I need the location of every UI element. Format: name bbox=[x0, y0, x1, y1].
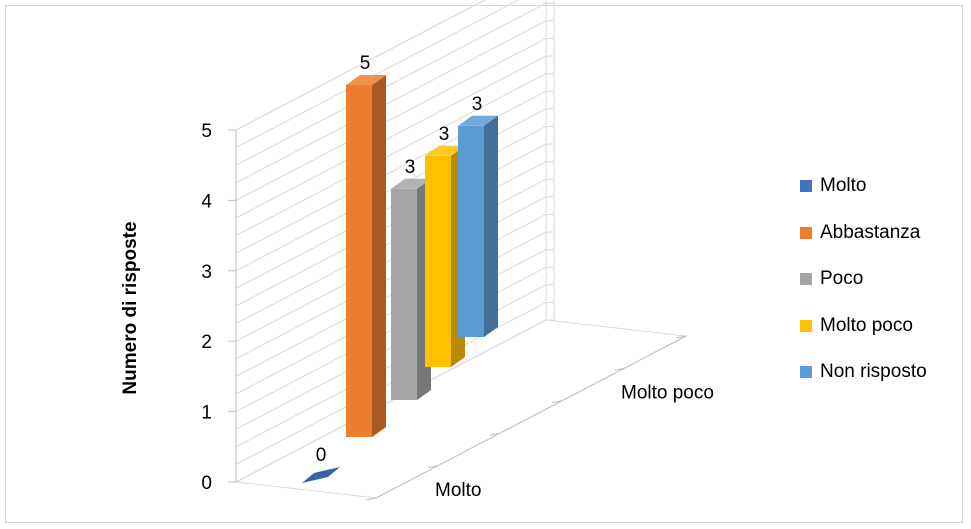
bar-molto bbox=[302, 467, 340, 483]
bar-top bbox=[458, 115, 498, 126]
data-label: 5 bbox=[360, 53, 371, 74]
legend: Molto Abbastanza Poco Molto poco Non rispost… bbox=[800, 163, 965, 396]
legend-swatch bbox=[800, 319, 812, 332]
legend-swatch bbox=[800, 366, 812, 379]
y-axis-label: Numero di risposte bbox=[120, 221, 141, 395]
legend-label: Non risposto bbox=[820, 361, 927, 383]
y-tick-label: 3 bbox=[201, 262, 212, 283]
gridline bbox=[235, 20, 547, 184]
gridline bbox=[235, 73, 547, 237]
x-tick bbox=[365, 497, 377, 501]
y-tick-label: 5 bbox=[201, 121, 212, 142]
legend-swatch bbox=[800, 180, 812, 193]
gridline bbox=[235, 55, 547, 219]
y-tick-label: 2 bbox=[201, 332, 212, 353]
y-tick-label: 0 bbox=[201, 473, 212, 494]
legend-label: Molto bbox=[820, 175, 867, 197]
bar-top bbox=[391, 178, 431, 189]
x-tick bbox=[427, 465, 439, 469]
gridline bbox=[235, 37, 547, 201]
x-axis-line bbox=[375, 335, 687, 499]
bar-non-risposto bbox=[458, 125, 484, 337]
y-tick-label: 1 bbox=[201, 403, 212, 424]
x-tick-label: Molto poco bbox=[621, 383, 714, 404]
data-label: 3 bbox=[472, 94, 483, 115]
data-label: 3 bbox=[439, 124, 450, 145]
x-tick bbox=[675, 335, 687, 339]
legend-item: Molto bbox=[800, 163, 965, 210]
legend-swatch bbox=[800, 226, 812, 239]
back-wall bbox=[545, 0, 555, 321]
data-label: 0 bbox=[316, 445, 327, 466]
legend-item: Abbastanza bbox=[800, 210, 965, 257]
data-label: 3 bbox=[405, 157, 416, 178]
bar-poco bbox=[391, 188, 417, 400]
legend-item: Non risposto bbox=[800, 349, 965, 396]
bar-molto-poco bbox=[425, 155, 451, 367]
legend-label: Poco bbox=[820, 268, 864, 290]
x-tick-label: Molto bbox=[435, 480, 481, 501]
legend-label: Molto poco bbox=[820, 314, 913, 336]
gridline bbox=[235, 0, 520, 149]
legend-item: Poco bbox=[800, 256, 965, 303]
gridline bbox=[235, 0, 486, 131]
bar-side bbox=[372, 75, 386, 437]
bar-top bbox=[425, 145, 465, 156]
x-tick bbox=[551, 400, 563, 404]
x-tick bbox=[613, 367, 625, 371]
bar-abbastanza bbox=[346, 85, 372, 437]
y-tick-label: 4 bbox=[201, 191, 212, 212]
bar-top bbox=[346, 75, 386, 85]
legend-swatch bbox=[800, 273, 812, 286]
x-tick bbox=[489, 432, 501, 436]
legend-label: Abbastanza bbox=[820, 221, 921, 243]
bar-side bbox=[484, 115, 498, 337]
gridline bbox=[235, 2, 547, 166]
legend-item: Molto poco bbox=[800, 303, 965, 350]
